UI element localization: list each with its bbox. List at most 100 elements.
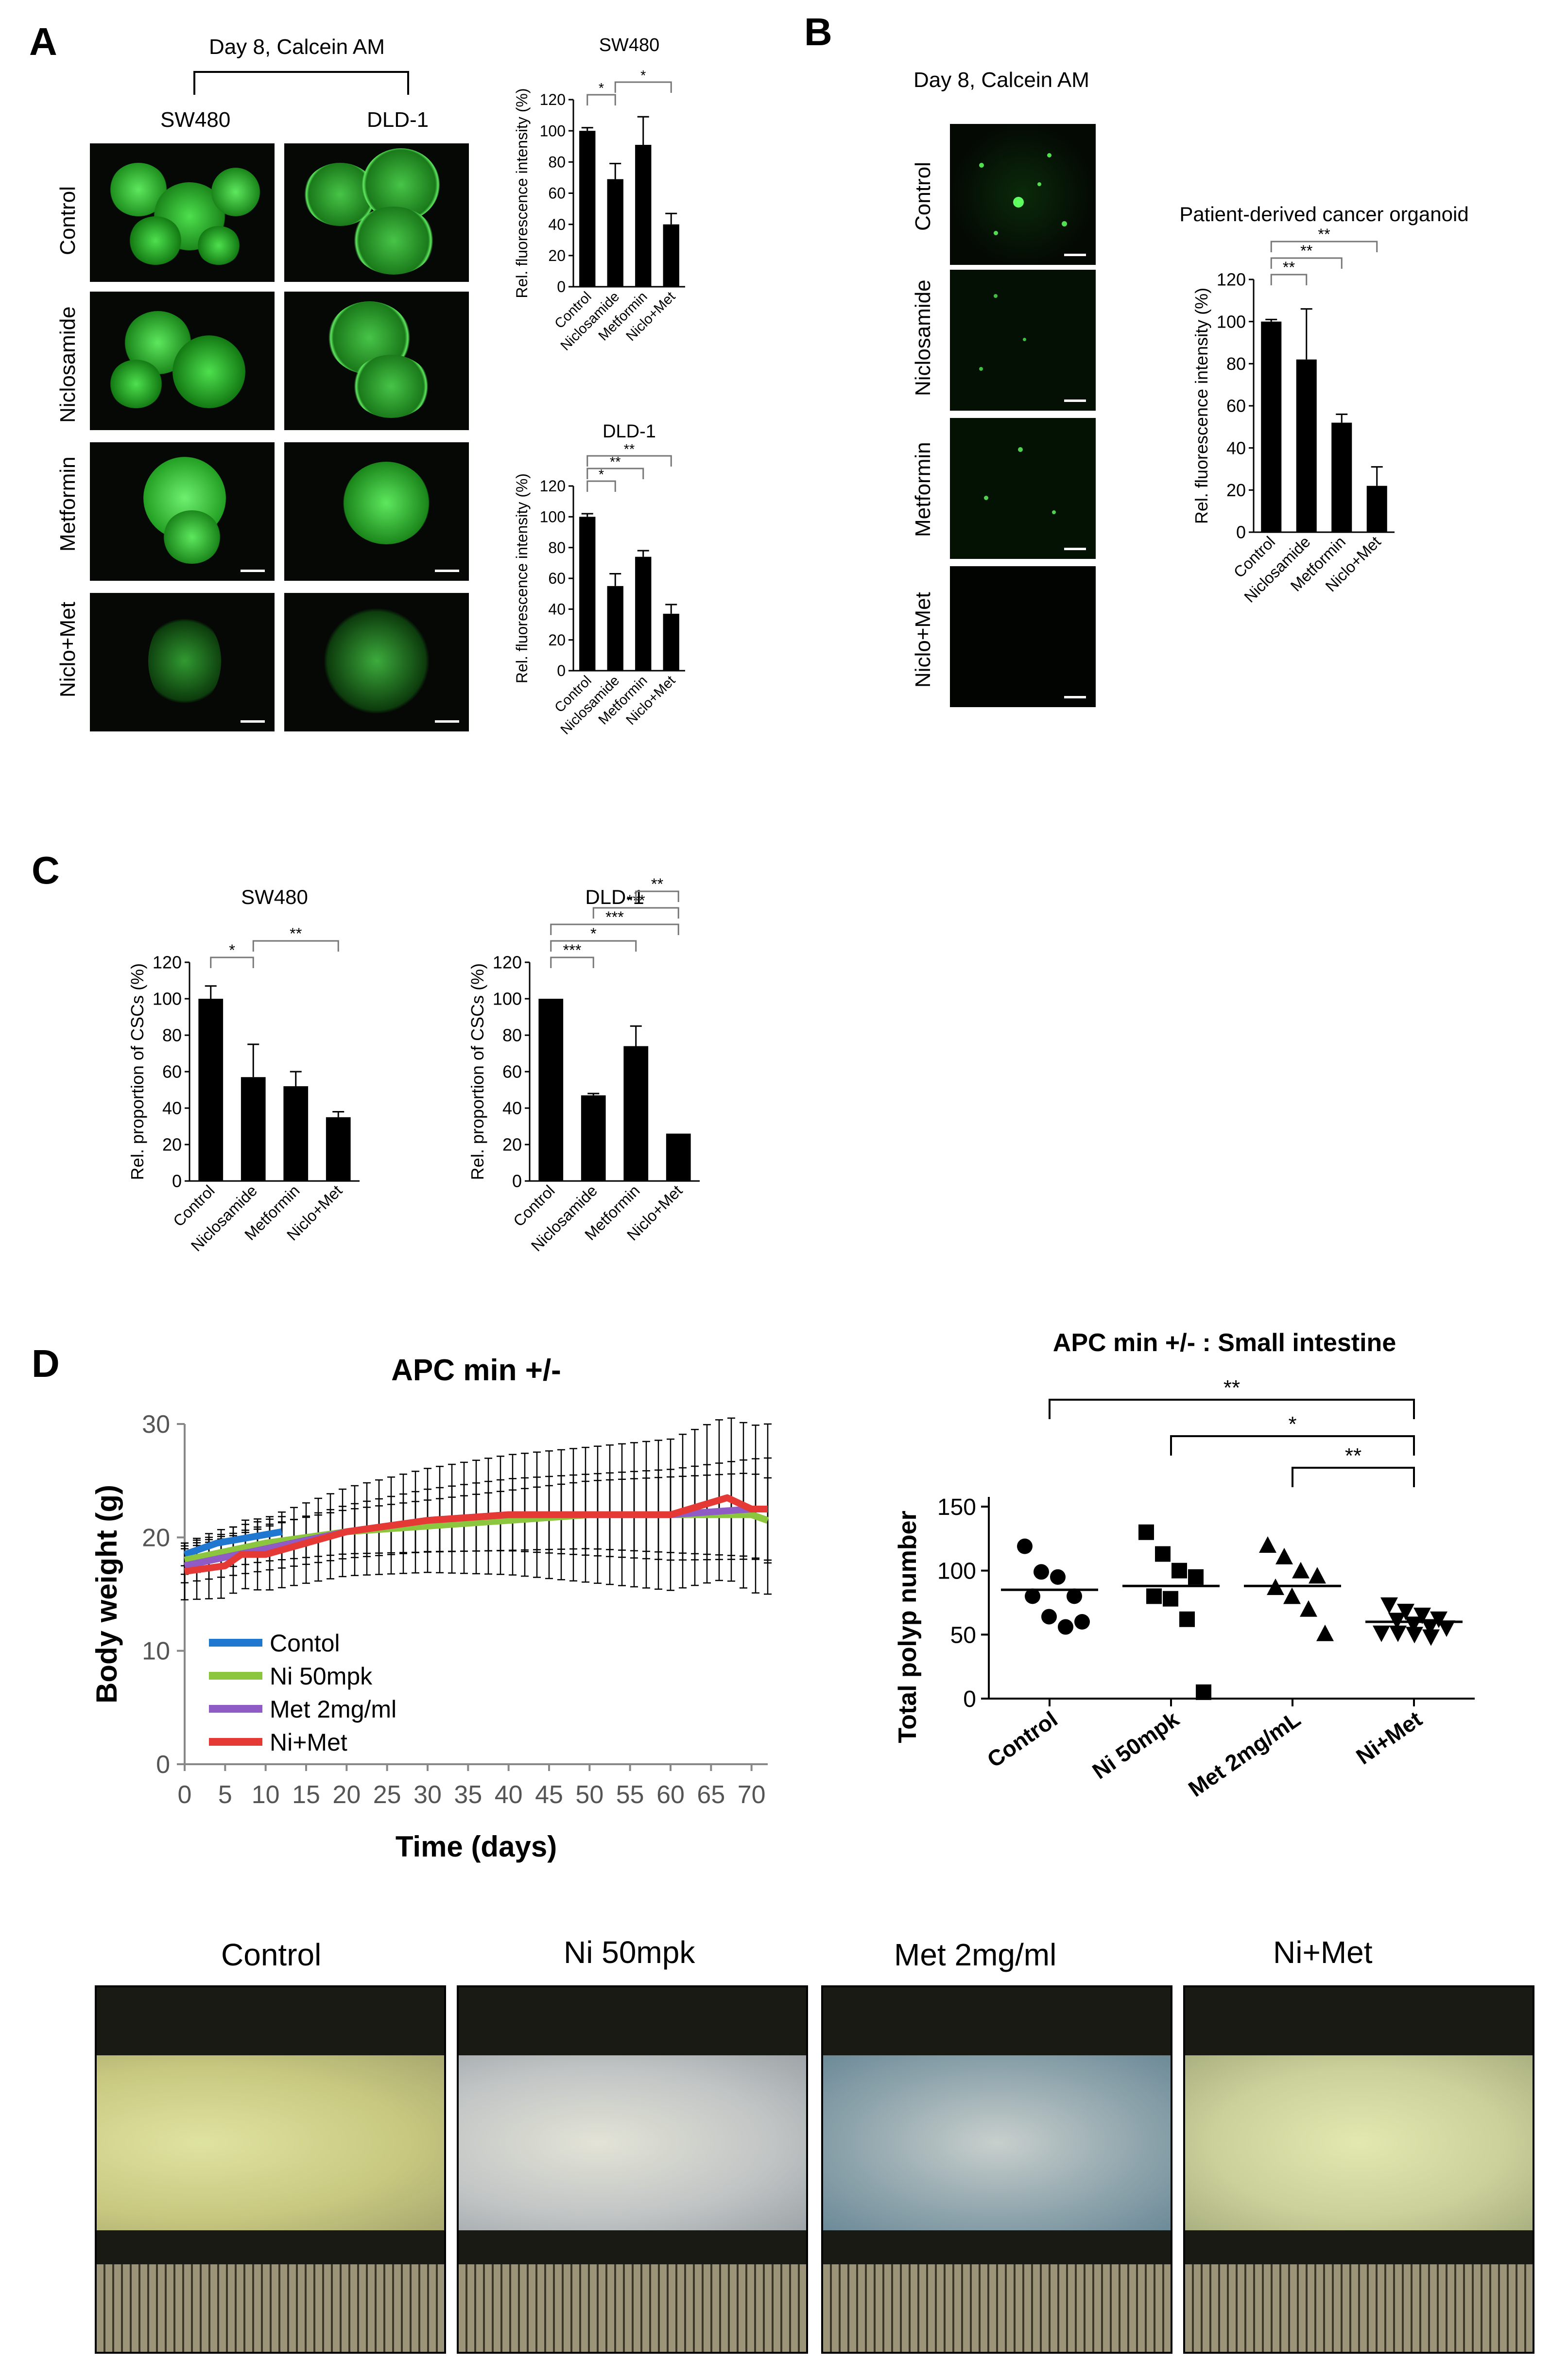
y-axis-label: Rel. fluorescence intensity (%) (513, 88, 531, 298)
y-tick-label: 100 (540, 508, 566, 526)
bar-niclosamide (607, 179, 623, 287)
data-point (1041, 1609, 1057, 1625)
significance-label: * (590, 925, 597, 942)
significance-bracket (1049, 1399, 1415, 1419)
photo-title-met: Met 2mg/ml (894, 1937, 1057, 1972)
panel-b-header: Day 8, Calcein AM (913, 68, 1089, 92)
y-tick-label: 20 (548, 631, 566, 649)
data-point (1438, 1620, 1455, 1637)
bar-niclosamide (607, 586, 623, 671)
micrograph-a-dld1-niclomet (284, 593, 469, 731)
y-tick-label: 60 (1226, 396, 1246, 416)
x-tick-label: 40 (495, 1781, 523, 1809)
y-tick-label: 100 (1217, 312, 1246, 331)
y-tick-label: 60 (548, 570, 566, 587)
significance-bracket (592, 907, 679, 919)
y-tick-label: 100 (937, 1559, 976, 1584)
legend-label: Ni+Met (270, 1729, 347, 1756)
significance-label: ** (651, 875, 664, 893)
data-point (1397, 1603, 1414, 1620)
micrograph-a-dld1-metformin (284, 442, 469, 581)
micrograph-b-niclosamide (950, 270, 1096, 411)
photo-control (95, 1985, 446, 2354)
panel-label-d: D (32, 1342, 60, 1385)
y-tick-label: 100 (153, 989, 182, 1009)
micrograph-b-control (950, 124, 1096, 265)
chart-title: DLD-1 (585, 886, 644, 908)
y-tick-label: 0 (557, 278, 566, 295)
bar-niclo-met (666, 1133, 691, 1181)
data-point (1179, 1611, 1195, 1627)
bar-metformin (623, 1046, 649, 1181)
y-tick-label: 120 (1217, 270, 1246, 290)
photo-title-nimet: Ni+Met (1273, 1935, 1373, 1970)
legend-label: Ni 50mpk (270, 1663, 373, 1690)
panel-a-bracket (193, 71, 409, 95)
x-tick-label: 0 (178, 1781, 192, 1809)
data-point (1309, 1567, 1326, 1584)
micrograph-a-sw480-niclosamide (90, 292, 275, 430)
x-tick-label: 65 (697, 1781, 725, 1809)
x-tick-label: 60 (656, 1781, 685, 1809)
panel-a-row-niclomet: Niclo+Met (56, 602, 80, 697)
y-tick-label: 40 (1226, 438, 1246, 458)
data-point (1172, 1563, 1187, 1579)
y-tick-label: 40 (548, 216, 566, 233)
bar-niclo-met (663, 224, 679, 287)
significance-label: ** (1283, 259, 1295, 276)
panel-a-row-niclosamide: Niclosamide (56, 306, 80, 423)
chart-title: Patient-derived cancer organoid (1179, 203, 1468, 226)
data-point (1050, 1569, 1066, 1585)
panel-b-row-metformin: Metformin (911, 442, 935, 537)
x-tick-label: 15 (292, 1781, 320, 1809)
significance-label: ** (624, 442, 635, 457)
y-tick-label: 60 (162, 1062, 182, 1082)
bar-metformin (1331, 422, 1352, 532)
data-point (1034, 1564, 1049, 1580)
data-point (1406, 1627, 1423, 1644)
data-point (1259, 1536, 1276, 1553)
x-tick-label: 10 (252, 1781, 280, 1809)
significance-label: * (229, 941, 235, 959)
x-tick-label: 70 (738, 1781, 766, 1809)
micrograph-a-dld1-control (284, 143, 469, 282)
chart-a-dld1: DLD-1 Rel. fluorescence intensity (%) 0 20 4… (513, 421, 685, 738)
chart-c-sw480: SW480 Rel. proportion of CSCs (%) 0 20 40 60 8… (127, 886, 360, 1255)
significance-label: *** (605, 908, 624, 926)
chart-d-bodyweight: APC min +/- Body weight (g) Time (days) 0 10… (90, 1354, 772, 1863)
y-tick-label: 20 (162, 1135, 182, 1155)
y-tick-label: 100 (540, 122, 566, 139)
y-axis-label: Body weight (g) (90, 1485, 123, 1703)
significance-bracket (586, 480, 616, 492)
significance-label: ** (610, 454, 620, 470)
chart-c-dld1: DLD-1 Rel. proportion of CSCs (%) 0 20 40 60 8… (467, 875, 700, 1255)
micrograph-a-dld1-niclosamide (284, 292, 469, 430)
data-point (1380, 1597, 1398, 1614)
y-tick-label: 80 (548, 539, 566, 556)
bar-metformin (283, 1086, 309, 1181)
x-tick-label: Control (982, 1706, 1062, 1772)
data-point (1025, 1588, 1040, 1604)
photo-nimet (1183, 1985, 1534, 2354)
bar-niclosamide (1296, 359, 1317, 532)
chart-a-sw480: SW480 Rel. fluorescence intensity (%) 0 20 4… (513, 35, 685, 354)
chart-title: APC min +/- (391, 1354, 561, 1387)
y-tick-label: 20 (1226, 480, 1246, 500)
y-axis-label: Rel. proportion of CSCs (%) (127, 963, 147, 1180)
y-tick-label: 80 (548, 154, 566, 171)
panel-label-b: B (804, 10, 832, 53)
data-point (1421, 1619, 1439, 1636)
chart-d-polyp: APC min +/- : Small intestine Total polyp… (894, 1329, 1475, 1802)
y-tick-label: 0 (963, 1686, 976, 1712)
bar-niclo-met (1366, 486, 1387, 532)
y-tick-label: 120 (540, 477, 566, 495)
x-tick-label: 25 (373, 1781, 401, 1809)
micrograph-b-metformin (950, 418, 1096, 559)
significance-label: * (599, 467, 604, 483)
panel-a-header: Day 8, Calcein AM (209, 35, 385, 59)
bar-control (1261, 321, 1282, 532)
significance-bracket (550, 956, 594, 968)
y-tick-label: 40 (502, 1098, 522, 1118)
data-point (1058, 1619, 1073, 1635)
y-tick-label: 120 (493, 953, 522, 973)
